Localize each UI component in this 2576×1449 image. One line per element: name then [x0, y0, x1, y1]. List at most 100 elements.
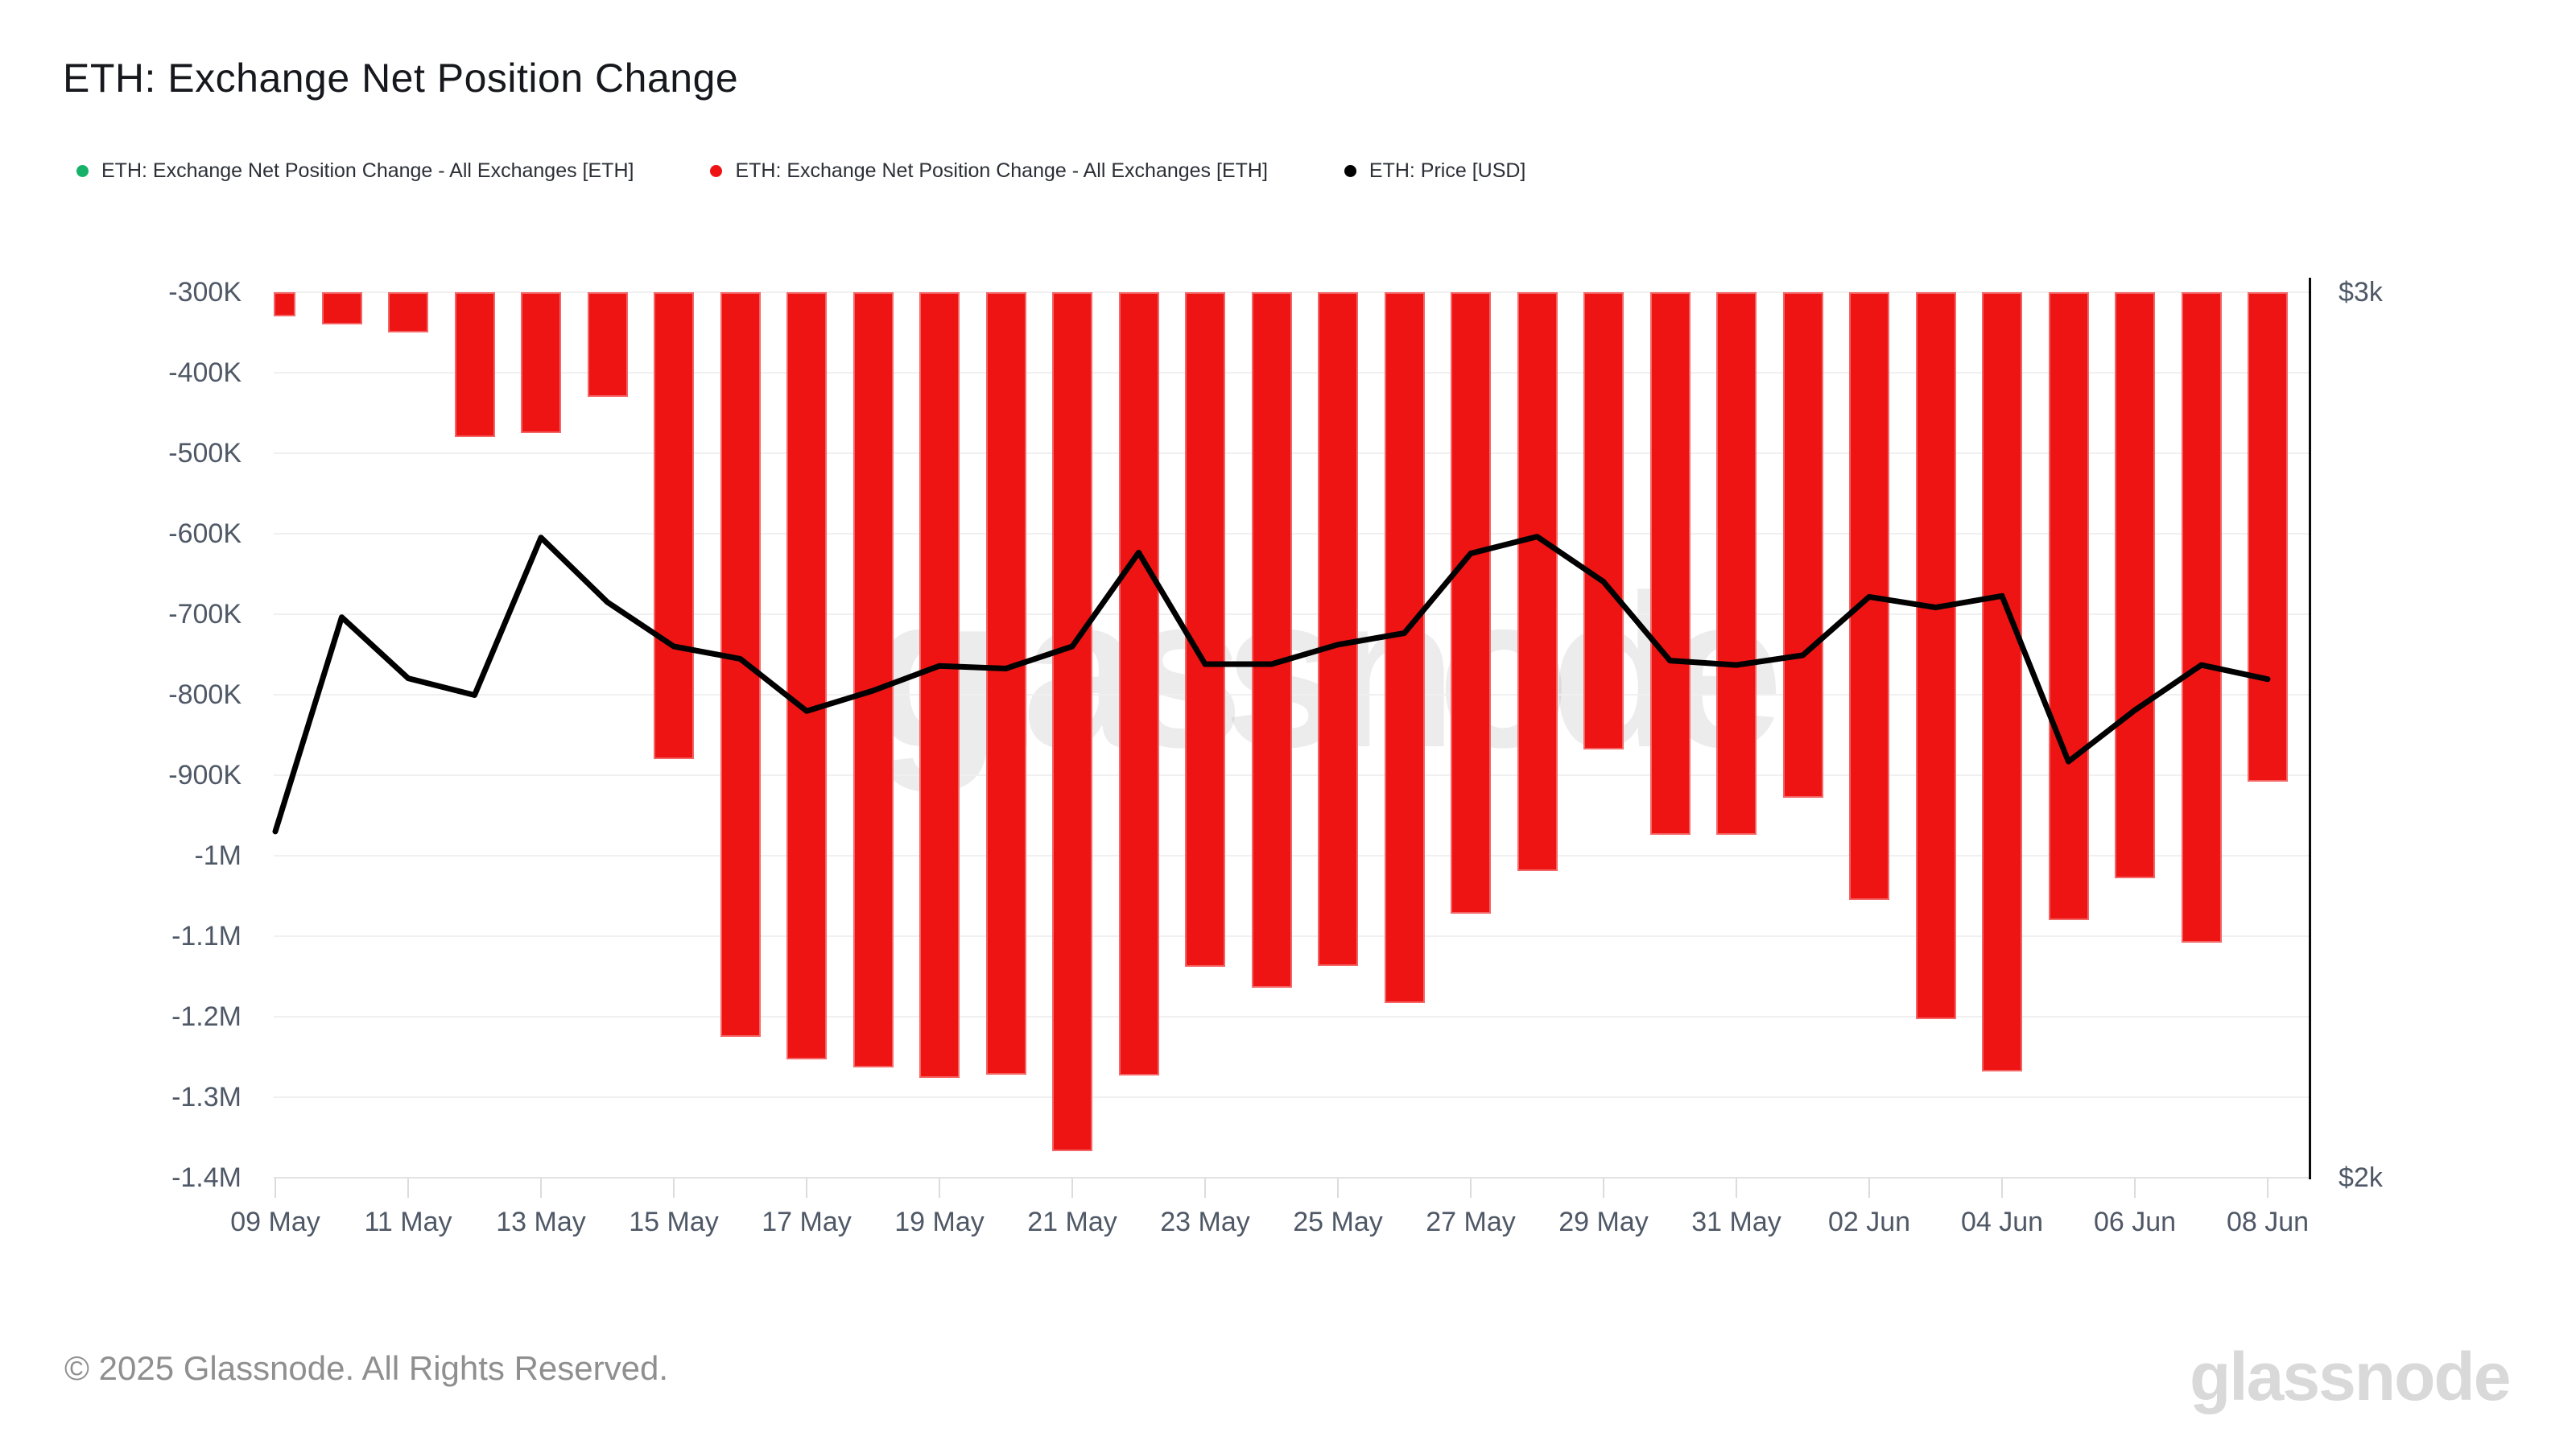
- x-tick-17 May: [806, 1179, 807, 1198]
- legend-label: ETH: Price [USD]: [1368, 159, 1526, 182]
- gridline--500K: [274, 452, 2310, 454]
- y-axis-label--1M: -1M: [194, 840, 242, 871]
- bar-07 Jun[interactable]: [2181, 292, 2222, 943]
- x-tick-09 May: [275, 1179, 276, 1198]
- legend-color-dot: [710, 165, 723, 177]
- legend-item-0[interactable]: ETH: Exchange Net Position Change - All …: [76, 159, 634, 183]
- bar-09 May[interactable]: [274, 292, 295, 316]
- legend-color-dot: [76, 165, 89, 177]
- x-tick-11 May: [407, 1179, 409, 1198]
- bar-01 Jun[interactable]: [1782, 292, 1823, 798]
- y-axis-label--1.1M: -1.1M: [171, 921, 242, 952]
- price-axis-label-$2k: $2k: [2339, 1162, 2383, 1193]
- x-tick-06 Jun: [2134, 1179, 2136, 1198]
- brand-logo: glassnode: [2190, 1339, 2511, 1414]
- y-axis-label--1.4M: -1.4M: [171, 1162, 242, 1193]
- x-axis-label-21 May: 21 May: [1027, 1207, 1117, 1237]
- bar-04 Jun[interactable]: [1982, 292, 2022, 1071]
- bar-08 Jun[interactable]: [2248, 292, 2288, 782]
- bar-27 May[interactable]: [1451, 292, 1491, 914]
- x-axis-label-29 May: 29 May: [1558, 1207, 1649, 1237]
- bar-17 May[interactable]: [786, 292, 827, 1059]
- x-tick-15 May: [673, 1179, 675, 1198]
- bar-14 May[interactable]: [587, 292, 628, 397]
- x-axis-label-02 Jun: 02 Jun: [1827, 1207, 1911, 1237]
- bar-05 Jun[interactable]: [2048, 292, 2089, 920]
- x-axis-line: [274, 1177, 2310, 1179]
- gridline--1.2M: [274, 1016, 2310, 1018]
- x-tick-04 Jun: [2001, 1179, 2003, 1198]
- y-axis-label--800K: -800K: [168, 679, 242, 710]
- bar-26 May[interactable]: [1384, 292, 1425, 1003]
- gridline--1.1M: [274, 935, 2310, 937]
- x-tick-23 May: [1204, 1179, 1206, 1198]
- legend-item-2[interactable]: ETH: Price [USD]: [1344, 159, 1525, 183]
- gridline--400K: [274, 372, 2310, 374]
- page-title: ETH: Exchange Net Position Change: [63, 56, 739, 101]
- bar-15 May[interactable]: [654, 292, 694, 759]
- x-axis-label-06 Jun: 06 Jun: [2093, 1207, 2177, 1237]
- x-axis-label-19 May: 19 May: [894, 1207, 985, 1237]
- y-axis-label--1.2M: -1.2M: [171, 1001, 242, 1032]
- x-tick-02 Jun: [1868, 1179, 1870, 1198]
- bar-16 May[interactable]: [720, 292, 761, 1037]
- legend: ETH: Exchange Net Position Change - All …: [76, 159, 1525, 183]
- y-axis-label--500K: -500K: [168, 438, 242, 469]
- x-axis-label-09 May: 09 May: [230, 1207, 320, 1237]
- bar-25 May[interactable]: [1318, 292, 1358, 966]
- bar-03 Jun[interactable]: [1915, 292, 1956, 1019]
- x-axis-label-15 May: 15 May: [629, 1207, 719, 1237]
- y-axis-label--400K: -400K: [168, 357, 242, 388]
- bar-13 May[interactable]: [521, 292, 561, 433]
- bar-24 May[interactable]: [1251, 292, 1292, 988]
- x-tick-19 May: [939, 1179, 940, 1198]
- bar-31 May[interactable]: [1716, 292, 1757, 835]
- legend-color-dot: [1344, 165, 1356, 177]
- x-axis-label-04 Jun: 04 Jun: [1960, 1207, 2044, 1237]
- x-tick-13 May: [540, 1179, 542, 1198]
- bar-30 May[interactable]: [1649, 292, 1690, 835]
- gridline--600K: [274, 533, 2310, 535]
- bar-19 May[interactable]: [919, 292, 960, 1078]
- bar-22 May[interactable]: [1118, 292, 1159, 1075]
- legend-label: ETH: Exchange Net Position Change - All …: [101, 159, 634, 182]
- y-axis-label--1.3M: -1.3M: [171, 1082, 242, 1113]
- bar-12 May[interactable]: [454, 292, 495, 437]
- legend-label: ETH: Exchange Net Position Change - All …: [735, 159, 1268, 182]
- x-axis-label-27 May: 27 May: [1426, 1207, 1516, 1237]
- y-axis-label--300K: -300K: [168, 277, 242, 308]
- x-tick-21 May: [1071, 1179, 1073, 1198]
- gridline--300K: [274, 291, 2310, 293]
- x-axis-label-31 May: 31 May: [1691, 1207, 1781, 1237]
- x-tick-31 May: [1736, 1179, 1737, 1198]
- y-axis-label--600K: -600K: [168, 518, 242, 549]
- x-axis-label-08 Jun: 08 Jun: [2226, 1207, 2310, 1237]
- bar-28 May[interactable]: [1517, 292, 1558, 871]
- bar-11 May[interactable]: [388, 292, 428, 332]
- price-axis-line: [2309, 278, 2311, 1179]
- copyright-text: © 2025 Glassnode. All Rights Reserved.: [64, 1349, 669, 1387]
- x-axis-label-23 May: 23 May: [1160, 1207, 1250, 1237]
- x-axis-label-11 May: 11 May: [364, 1207, 452, 1237]
- bar-06 Jun[interactable]: [2115, 292, 2155, 878]
- x-axis-label-17 May: 17 May: [762, 1207, 852, 1237]
- x-tick-27 May: [1470, 1179, 1472, 1198]
- bar-10 May[interactable]: [321, 292, 362, 324]
- price-axis-label-$3k: $3k: [2339, 277, 2383, 308]
- bar-23 May[interactable]: [1185, 292, 1225, 967]
- x-tick-29 May: [1603, 1179, 1604, 1198]
- x-axis-label-13 May: 13 May: [496, 1207, 586, 1237]
- bar-29 May[interactable]: [1583, 292, 1624, 749]
- y-axis-label--900K: -900K: [168, 760, 242, 791]
- bar-20 May[interactable]: [985, 292, 1026, 1075]
- legend-item-1[interactable]: ETH: Exchange Net Position Change - All …: [710, 159, 1268, 183]
- y-axis-label--700K: -700K: [168, 599, 242, 630]
- x-tick-25 May: [1337, 1179, 1339, 1198]
- bar-18 May[interactable]: [852, 292, 894, 1067]
- x-tick-08 Jun: [2267, 1179, 2268, 1198]
- bar-02 Jun[interactable]: [1849, 292, 1889, 900]
- gridline--1.3M: [274, 1096, 2310, 1098]
- bar-21 May[interactable]: [1052, 292, 1092, 1151]
- gridline--1M: [274, 855, 2310, 857]
